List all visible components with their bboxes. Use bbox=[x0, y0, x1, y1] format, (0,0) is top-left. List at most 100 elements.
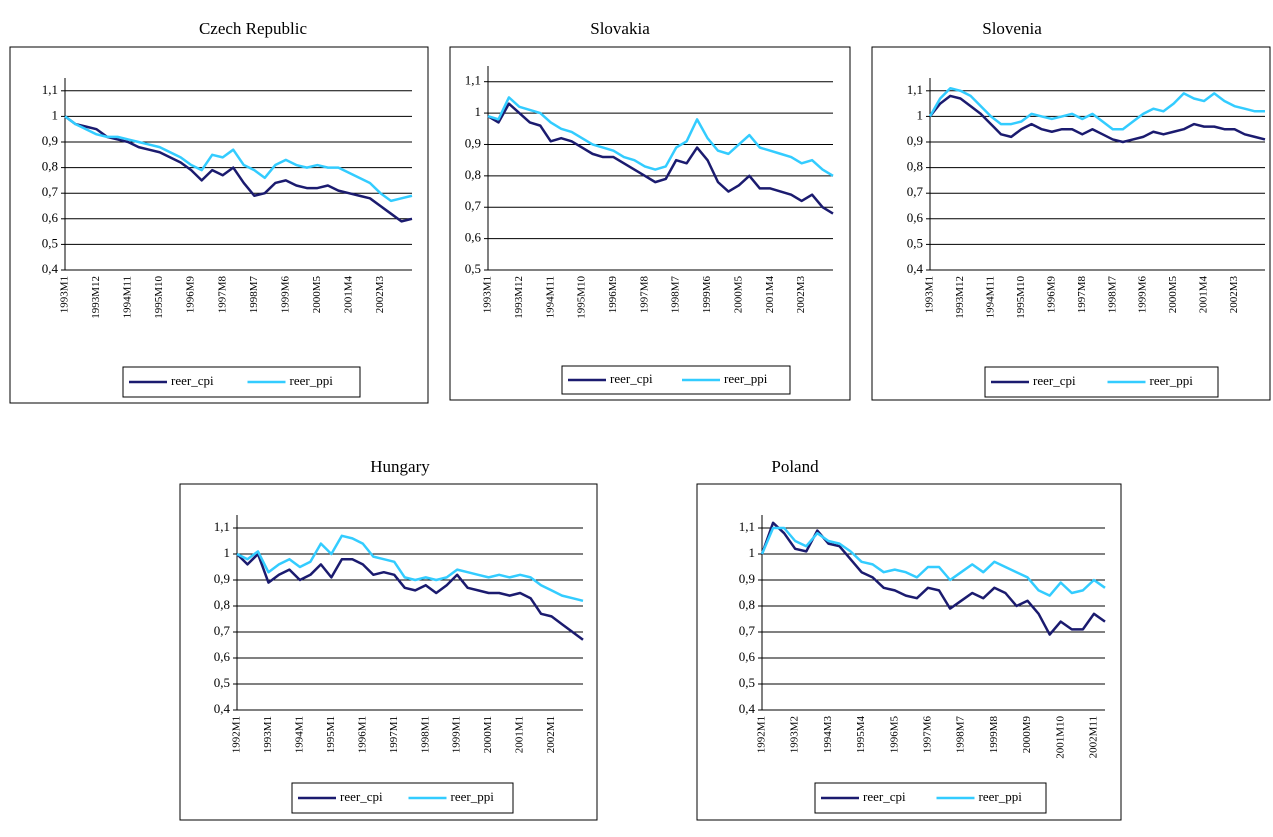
y-tick-label: 1,1 bbox=[907, 82, 923, 97]
x-tick-label: 2000M5 bbox=[311, 276, 323, 314]
x-tick-label: 1993M1 bbox=[59, 276, 71, 313]
x-tick-label: 1993M12 bbox=[513, 276, 525, 319]
y-tick-label: 0,4 bbox=[907, 261, 924, 276]
x-tick-label: 1996M1 bbox=[356, 716, 368, 753]
legend-label: reer_cpi bbox=[1033, 373, 1076, 388]
legend-label: reer_cpi bbox=[610, 371, 653, 386]
x-tick-label: 1994M3 bbox=[822, 716, 834, 754]
y-tick-label: 0,5 bbox=[465, 261, 481, 276]
y-tick-label: 0,4 bbox=[42, 261, 59, 276]
panel-frame bbox=[449, 46, 851, 401]
x-tick-label: 2000M5 bbox=[1167, 276, 1179, 314]
x-tick-label: 1993M2 bbox=[789, 716, 801, 753]
chart-title: Poland bbox=[771, 457, 819, 476]
x-tick-label: 1999M6 bbox=[279, 276, 291, 314]
y-tick-label: 0,6 bbox=[214, 649, 231, 664]
y-tick-label: 0,5 bbox=[739, 675, 755, 690]
x-tick-label: 1996M9 bbox=[1045, 276, 1057, 314]
y-tick-label: 0,7 bbox=[42, 184, 59, 199]
x-tick-label: 2001M4 bbox=[342, 276, 354, 314]
y-tick-label: 1,1 bbox=[465, 73, 481, 88]
x-tick-label: 2002M3 bbox=[795, 276, 807, 314]
series-line bbox=[64, 115, 413, 223]
x-tick-label: 1994M11 bbox=[984, 276, 996, 318]
y-tick-label: 0,6 bbox=[739, 649, 756, 664]
panel-frame bbox=[871, 46, 1271, 401]
legend-label: reer_cpi bbox=[340, 789, 383, 804]
x-tick-label: 1999M8 bbox=[988, 716, 1000, 754]
y-tick-label: 0,6 bbox=[42, 210, 59, 225]
legend-label: reer_cpi bbox=[171, 373, 214, 388]
x-tick-label: 1997M1 bbox=[388, 716, 400, 753]
x-tick-label: 1994M11 bbox=[122, 276, 134, 318]
x-tick-label: 1993M1 bbox=[924, 276, 936, 313]
x-tick-label: 1995M10 bbox=[576, 276, 588, 319]
x-tick-label: 1998M7 bbox=[955, 716, 967, 754]
series-line bbox=[236, 552, 584, 641]
y-tick-label: 1,1 bbox=[214, 519, 230, 534]
y-tick-label: 0,8 bbox=[42, 159, 58, 174]
x-tick-label: 1998M7 bbox=[248, 276, 260, 314]
series-line bbox=[487, 96, 834, 177]
x-tick-label: 1998M7 bbox=[670, 276, 682, 314]
x-tick-label: 1995M10 bbox=[1015, 276, 1027, 319]
y-tick-label: 0,6 bbox=[907, 210, 924, 225]
y-tick-label: 1,1 bbox=[739, 519, 755, 534]
x-tick-label: 1997M8 bbox=[638, 276, 650, 314]
x-tick-label: 1993M1 bbox=[482, 276, 494, 313]
x-tick-label: 1993M12 bbox=[954, 276, 966, 319]
legend-label: reer_ppi bbox=[451, 789, 495, 804]
series-line bbox=[64, 115, 413, 203]
y-tick-label: 0,7 bbox=[214, 623, 231, 638]
y-tick-label: 0,8 bbox=[907, 159, 923, 174]
x-tick-label: 2001M4 bbox=[764, 276, 776, 314]
x-tick-label: 2001M1 bbox=[514, 716, 526, 753]
panel-frame bbox=[696, 483, 1122, 821]
y-tick-label: 1 bbox=[917, 107, 924, 122]
y-tick-label: 0,7 bbox=[739, 623, 756, 638]
y-tick-label: 0,9 bbox=[214, 571, 230, 586]
y-tick-label: 0,9 bbox=[739, 571, 755, 586]
x-tick-label: 1998M7 bbox=[1106, 276, 1118, 314]
y-tick-label: 0,6 bbox=[465, 230, 482, 245]
y-tick-label: 1 bbox=[475, 104, 482, 119]
x-tick-label: 1995M10 bbox=[153, 276, 165, 319]
legend-label: reer_ppi bbox=[724, 371, 768, 386]
x-tick-label: 2000M9 bbox=[1021, 716, 1033, 754]
y-tick-label: 1,1 bbox=[42, 82, 58, 97]
chart-title: Hungary bbox=[370, 457, 430, 476]
y-tick-label: 0,7 bbox=[907, 184, 924, 199]
y-tick-label: 0,8 bbox=[214, 597, 230, 612]
x-tick-label: 2000M5 bbox=[732, 276, 744, 314]
legend-label: reer_ppi bbox=[1150, 373, 1194, 388]
y-tick-label: 0,8 bbox=[739, 597, 755, 612]
x-tick-label: 1995M1 bbox=[325, 716, 337, 753]
x-tick-label: 1996M9 bbox=[185, 276, 197, 314]
series-line bbox=[928, 86, 1265, 131]
y-tick-label: 0,5 bbox=[214, 675, 230, 690]
x-tick-label: 1997M6 bbox=[921, 716, 933, 754]
chart-title: Czech Republic bbox=[199, 19, 308, 38]
x-tick-label: 1997M8 bbox=[216, 276, 228, 314]
x-tick-label: 1992M1 bbox=[231, 716, 243, 753]
series-line bbox=[760, 521, 1106, 636]
x-tick-label: 2002M3 bbox=[1228, 276, 1240, 314]
y-tick-label: 1 bbox=[749, 545, 756, 560]
x-tick-label: 2002M11 bbox=[1087, 716, 1099, 758]
series-line bbox=[760, 526, 1106, 597]
y-tick-label: 0,5 bbox=[907, 235, 923, 250]
x-tick-label: 1998M1 bbox=[419, 716, 431, 753]
x-tick-label: 2000M1 bbox=[482, 716, 494, 753]
x-tick-label: 1996M5 bbox=[888, 716, 900, 754]
chart-title: Slovakia bbox=[590, 19, 650, 38]
y-tick-label: 0,4 bbox=[214, 701, 231, 716]
y-tick-label: 0,8 bbox=[465, 167, 481, 182]
panel-frame bbox=[179, 483, 598, 821]
x-tick-label: 1999M1 bbox=[451, 716, 463, 753]
x-tick-label: 1995M4 bbox=[855, 716, 867, 754]
x-tick-label: 1992M1 bbox=[756, 716, 768, 753]
legend-label: reer_cpi bbox=[863, 789, 906, 804]
x-tick-label: 2001M4 bbox=[1198, 276, 1210, 314]
